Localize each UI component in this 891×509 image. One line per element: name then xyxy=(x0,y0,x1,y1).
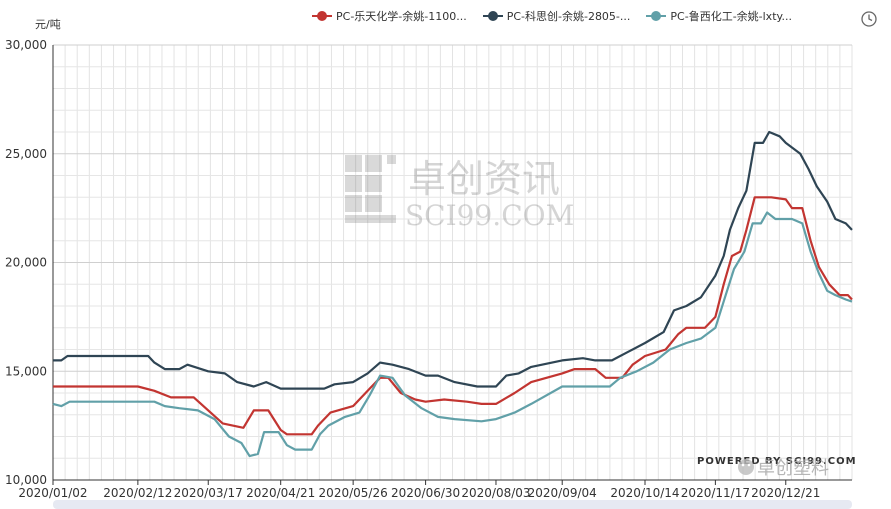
watermark-logo-icon xyxy=(345,155,396,223)
y-tick-label: 25,000 xyxy=(5,147,47,161)
series-line xyxy=(52,211,853,458)
wechat-icon xyxy=(738,459,754,475)
brand-watermark: 卓创塑料 xyxy=(757,458,829,479)
x-tick-label: 2020/04/21 xyxy=(246,486,315,500)
watermark-cn: 卓创资讯 xyxy=(408,157,560,201)
series-line xyxy=(53,196,853,436)
watermark: 卓创资讯 SCI99.COM xyxy=(345,155,574,232)
y-tick-label: 15,000 xyxy=(5,364,47,378)
x-tick-label: 2020/06/30 xyxy=(391,486,460,500)
legend-label: PC-乐天化学-余姚-1100... xyxy=(336,10,467,23)
legend-swatch xyxy=(646,10,667,22)
x-tick-label: 2020/03/17 xyxy=(174,486,243,500)
x-tick-label: 2020/02/12 xyxy=(103,486,172,500)
legend-swatch-dot xyxy=(651,11,662,21)
y-axis-unit: 元/吨 xyxy=(35,18,61,31)
clock-refresh-icon[interactable] xyxy=(860,10,878,28)
y-tick-label: 10,000 xyxy=(5,473,47,487)
series-3 xyxy=(52,211,853,458)
x-tick-label: 2020/12/21 xyxy=(751,486,820,500)
chart-axes: 10,000 15,000 20,000 25,000 30,000 2020/01/02… xyxy=(5,38,852,500)
chart-grid xyxy=(52,44,853,481)
series-1 xyxy=(53,196,853,436)
x-tick-label: 2020/09/04 xyxy=(528,486,597,500)
chart-series xyxy=(52,130,853,458)
legend-item[interactable]: PC-鲁西化工-余姚-lxty... xyxy=(646,8,792,24)
legend-item[interactable]: PC-乐天化学-余姚-1100... xyxy=(312,8,467,24)
x-tick-label: 2020/05/26 xyxy=(319,486,388,500)
x-tick-label: 2020/11/17 xyxy=(681,486,750,500)
series-line xyxy=(53,130,853,390)
legend-swatch-dot xyxy=(487,11,498,21)
y-tick-label: 20,000 xyxy=(5,256,47,270)
powered-by-label: POWERED BY SCI99.COM xyxy=(697,456,857,467)
series-2 xyxy=(53,130,853,390)
x-tick-label: 2020/08/03 xyxy=(461,486,530,500)
legend-swatch xyxy=(482,10,503,22)
x-tick-label: 2020/10/14 xyxy=(610,486,679,500)
x-tick-label: 2020/01/02 xyxy=(18,486,87,500)
legend: PC-乐天化学-余姚-1100... PC-科思创-余姚-2805-... PC-鲁… xyxy=(312,8,808,24)
legend-label: PC-鲁西化工-余姚-lxty... xyxy=(670,10,792,23)
data-zoom-scrollbar[interactable] xyxy=(53,500,852,509)
legend-swatch-dot xyxy=(317,11,327,21)
watermark-en: SCI99.COM xyxy=(405,199,574,232)
legend-swatch xyxy=(312,10,332,22)
legend-label: PC-科思创-余姚-2805-... xyxy=(506,10,631,23)
y-tick-label: 30,000 xyxy=(5,38,47,52)
legend-item[interactable]: PC-科思创-余姚-2805-... xyxy=(482,8,631,24)
